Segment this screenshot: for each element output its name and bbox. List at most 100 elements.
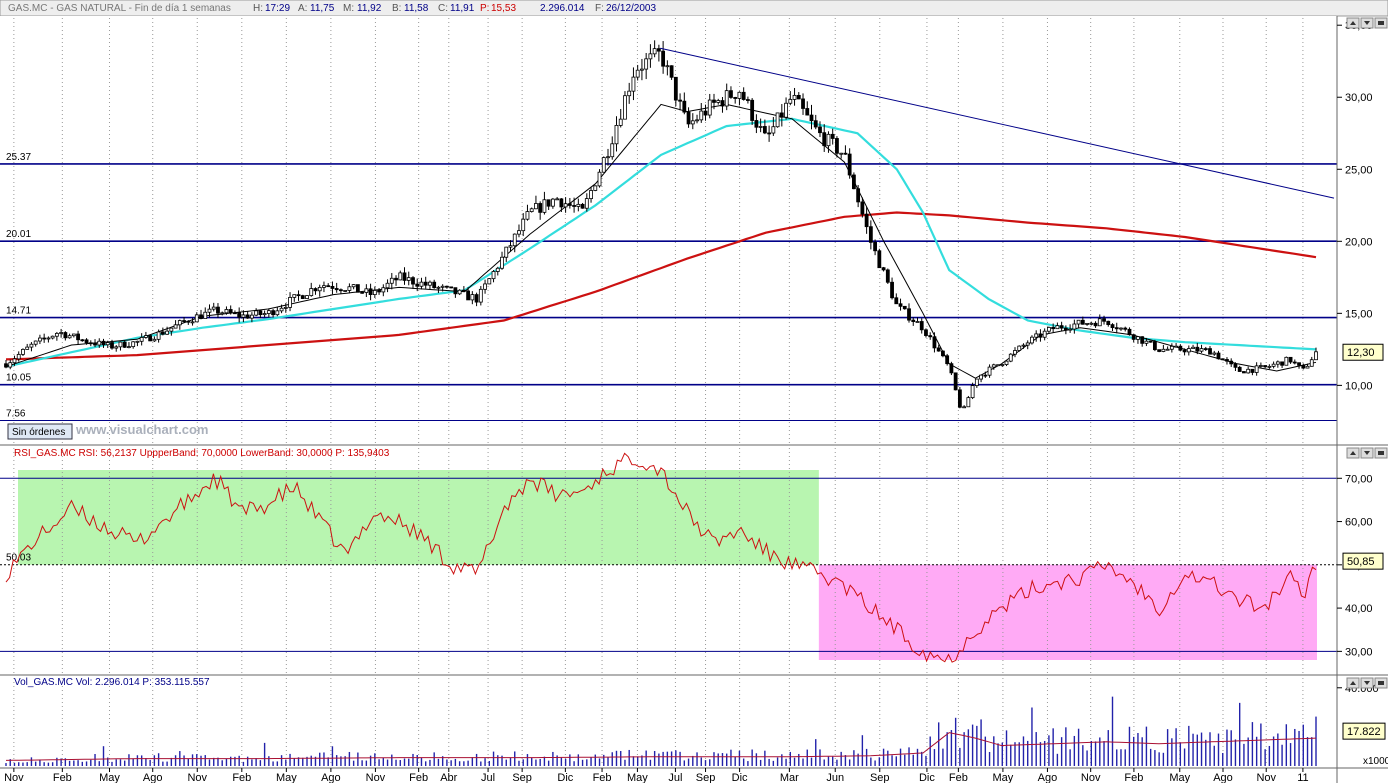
volume-panel-buttons[interactable] xyxy=(1346,677,1388,689)
candle-body xyxy=(741,91,746,100)
x-tick-label: Ago xyxy=(1038,772,1058,783)
candle-body xyxy=(686,111,691,125)
candle-body xyxy=(1000,364,1005,366)
candle-body xyxy=(1085,322,1089,325)
trendline xyxy=(660,47,1335,199)
candle-body xyxy=(1301,364,1306,369)
candle-body xyxy=(818,126,822,134)
candle-body xyxy=(784,102,788,118)
candle-body xyxy=(228,309,233,314)
rsi-panel-buttons[interactable] xyxy=(1346,447,1388,459)
candle-body xyxy=(898,303,903,307)
candle-body xyxy=(517,230,521,235)
candle-body xyxy=(1093,322,1098,327)
candle-body xyxy=(76,333,80,341)
candle-body xyxy=(127,346,131,349)
price-panel: 25.37 20.01 14.71 10.05 7.56 xyxy=(0,16,1337,444)
candle-body xyxy=(266,310,271,314)
candle-body xyxy=(835,138,839,154)
candle-body xyxy=(1246,368,1251,374)
candle-body xyxy=(555,198,560,201)
candle-body xyxy=(589,190,593,200)
candle-body xyxy=(1123,327,1128,330)
candle-body xyxy=(712,99,716,103)
candle-body xyxy=(326,285,331,288)
candle-body xyxy=(173,324,178,329)
level-label: 14.71 xyxy=(6,306,31,317)
candle-body xyxy=(1161,348,1166,352)
candle-body xyxy=(1169,345,1174,350)
candle-body xyxy=(593,185,598,191)
candle-body xyxy=(1144,340,1149,344)
x-tick-label: Abr xyxy=(440,772,457,783)
x-tick-label: May xyxy=(1169,772,1190,783)
candle-body xyxy=(762,126,767,134)
candle-body xyxy=(707,99,712,116)
candle-body xyxy=(847,153,852,176)
candle-body xyxy=(80,339,85,342)
candle-body xyxy=(699,110,704,121)
candle-body xyxy=(1186,348,1191,353)
candle-body xyxy=(775,112,780,128)
candle-body xyxy=(1305,365,1310,369)
candle-body xyxy=(186,320,191,323)
price-panel-buttons[interactable] xyxy=(1346,17,1388,29)
x-tick-label: 11 xyxy=(1297,772,1308,783)
candle-body xyxy=(330,285,335,289)
candle-body xyxy=(394,277,398,281)
candle-body xyxy=(678,99,682,102)
candle-body xyxy=(919,321,924,331)
candle-body xyxy=(203,311,208,320)
h-label: H: xyxy=(253,3,263,14)
sin-ordenes-button[interactable]: Sin órdenes xyxy=(7,423,73,440)
candle-body xyxy=(1220,358,1225,361)
candle-body xyxy=(631,76,636,92)
x-tick-label: Feb xyxy=(593,772,612,783)
candle-body xyxy=(822,132,827,147)
last-volume-label: 17.822 xyxy=(1347,726,1381,738)
candle-body xyxy=(1288,356,1293,363)
candle-body xyxy=(474,294,479,303)
c-label: C: xyxy=(438,3,448,14)
candle-body xyxy=(729,90,733,98)
x-tick-label: Sep xyxy=(870,772,890,783)
candle-body xyxy=(928,335,933,338)
sin-ordenes-label: Sin órdenes xyxy=(12,427,65,438)
candle-body xyxy=(372,290,377,295)
last-rsi-box xyxy=(1342,552,1384,570)
candle-body xyxy=(962,406,967,409)
x-tick-label: Feb xyxy=(232,772,251,783)
candle-body xyxy=(1237,366,1242,372)
candle-body xyxy=(470,294,475,301)
candle-body xyxy=(610,143,615,158)
x-tick-label: Dic xyxy=(732,772,748,783)
x-tick-label: Feb xyxy=(409,772,428,783)
candle-body xyxy=(915,321,920,323)
a-value: 11,75 xyxy=(310,3,335,14)
x-tick-label: Feb xyxy=(53,772,72,783)
candle-body xyxy=(576,203,581,207)
candle-body xyxy=(199,314,203,320)
candle-body xyxy=(445,285,449,288)
y-tick-label: 25,00 xyxy=(1345,164,1373,176)
candle-body xyxy=(890,281,894,299)
candle-body xyxy=(1042,330,1047,338)
level-label: 25.37 xyxy=(6,152,31,163)
candle-body xyxy=(1152,341,1157,351)
candle-body xyxy=(360,291,365,294)
level-label: 7.56 xyxy=(6,409,26,420)
candle-body xyxy=(949,363,954,374)
candle-body xyxy=(512,233,517,247)
x-tick-label: Ago xyxy=(1213,772,1233,783)
candle-body xyxy=(42,337,47,340)
candle-body xyxy=(1297,362,1301,366)
candle-body xyxy=(907,308,911,321)
x-tick-label: Jun xyxy=(826,772,844,783)
candle-body xyxy=(1280,361,1284,366)
candle-body xyxy=(648,53,653,60)
candle-body xyxy=(71,333,76,337)
candle-body xyxy=(1097,318,1102,327)
candle-body xyxy=(415,283,420,287)
c-value: 11,91 xyxy=(450,3,475,14)
candle-body xyxy=(529,208,534,212)
